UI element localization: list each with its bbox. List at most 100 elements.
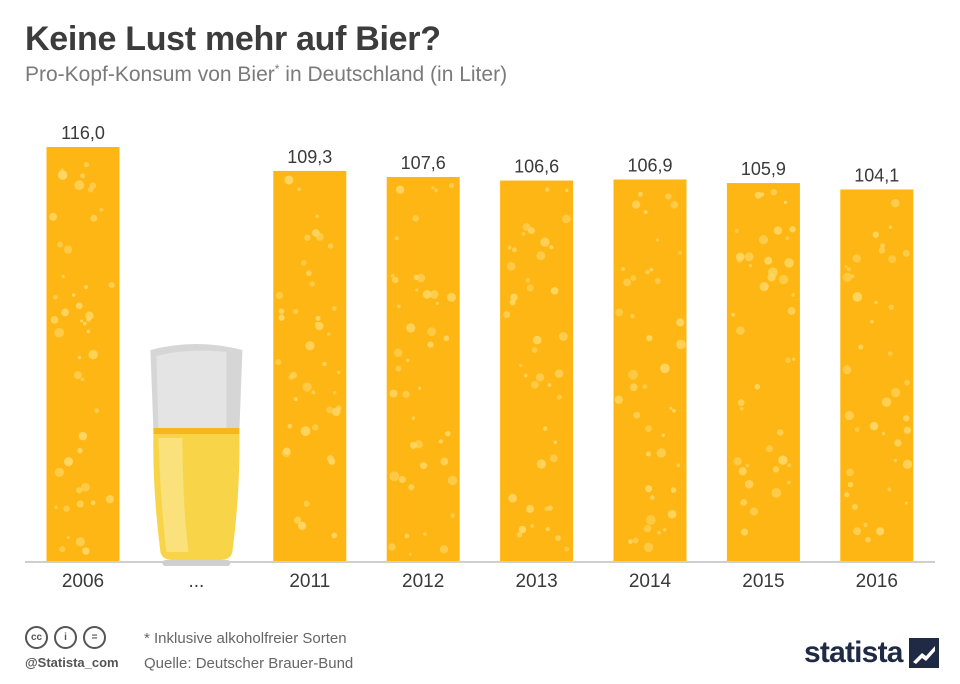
bubble [90,500,96,506]
bubble [406,323,416,333]
x-tick-label-gap: ... [188,571,204,592]
bar-2016 [840,189,914,561]
bubble [60,168,64,172]
bubble [82,547,90,555]
bubble [284,175,294,185]
bubble [661,433,665,437]
bubble [656,448,667,458]
bubble [880,243,886,249]
bubble [665,193,672,200]
brand-name: statista [804,636,903,669]
bubble [669,406,673,410]
bubble [535,373,545,382]
bubble [293,397,298,402]
bubble [655,238,660,242]
bubble [787,480,791,485]
bubble [767,267,778,278]
bubble [904,501,908,505]
bubble [86,329,91,334]
bubble [553,440,558,445]
bubble [61,275,65,279]
bubble [555,535,561,542]
bubble [771,487,782,498]
bubble [526,504,535,514]
bubble [64,245,73,254]
bubble [628,539,633,544]
bubble [737,399,745,406]
bubble [411,416,416,421]
bubble [869,421,879,431]
bubble [540,237,550,247]
bubble [532,335,542,345]
bubble [404,533,410,539]
bubble [846,468,854,477]
bubble [773,226,783,235]
bubble [628,369,639,380]
bubble [646,451,651,457]
bar-chart: 116,0 2006 ... 109,3 2011 107,6 2012 106,6 2013 1… [25,123,935,592]
bubble [416,273,426,283]
bubble [677,250,682,255]
bubble [447,475,458,486]
bubble [427,341,434,348]
bubble [643,210,648,215]
bubble [620,266,626,272]
bubble [643,542,654,553]
bubble [283,447,291,455]
x-tick-label-2006: 2006 [62,571,104,592]
bubble [878,247,886,254]
bubble [783,200,788,204]
bubble [293,516,302,524]
bubble [396,185,405,194]
bubble [847,481,854,488]
bubble [53,294,58,300]
bubble [88,349,98,360]
bubble [887,487,892,492]
bubble [891,388,901,398]
bubble [749,507,759,516]
bubble [450,513,455,518]
bubble [54,505,59,510]
bubble [852,292,863,302]
statista-logo-icon [908,638,939,668]
bubble [516,532,523,538]
bubble [331,306,337,311]
bubble [887,351,893,357]
bubble [394,236,399,241]
bubble [75,537,85,547]
subtitle-main: Pro-Kopf-Konsum von Bier [25,63,275,86]
bubble [561,214,571,224]
bubble [736,326,745,335]
bubble [744,479,754,489]
bubble [891,198,900,208]
bubble [876,527,885,536]
bubble [405,358,410,363]
bubbles-2014 [614,191,686,553]
bubble [550,286,559,295]
bubble [842,272,852,282]
bubble [300,426,311,436]
bubble [676,463,681,468]
bubble [331,532,338,539]
x-tick-label-2015: 2015 [742,571,784,592]
bubble [523,373,528,378]
bubble [770,188,777,196]
bubble [77,355,82,360]
bubble [56,241,64,248]
bubble [903,415,910,422]
bubbles-2016 [842,198,913,543]
bubble [506,262,516,271]
bubble [80,173,86,179]
bubble [300,259,307,266]
bubble [297,187,301,191]
bubble [315,214,320,219]
bubble [614,395,624,404]
bubble [83,285,89,290]
bubble [336,405,342,411]
bubble [676,318,685,327]
bubble [904,379,910,386]
bubble [731,312,736,317]
bubble [791,293,796,297]
bubble [327,243,334,249]
bubble [309,281,315,287]
